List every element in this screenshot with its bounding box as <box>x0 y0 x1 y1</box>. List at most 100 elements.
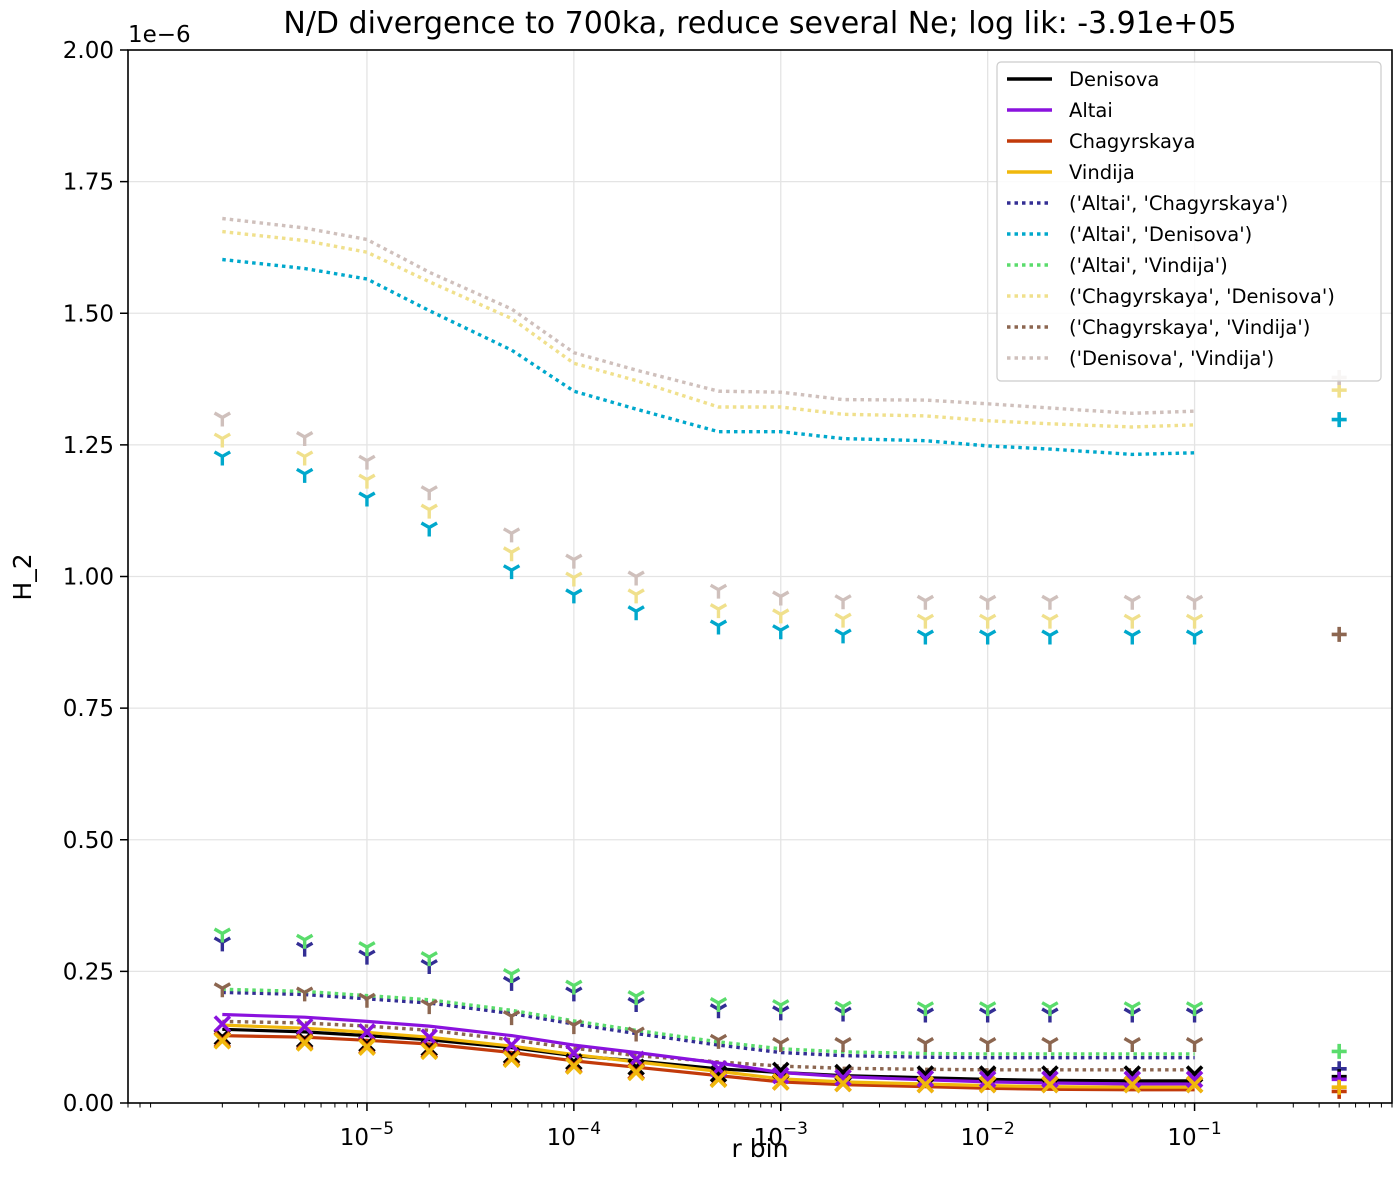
series-data-marker <box>916 629 935 645</box>
series-data-marker <box>420 521 438 537</box>
series-data-marker <box>420 485 438 501</box>
series-data-marker <box>1041 1037 1059 1052</box>
series-data-marker <box>358 454 376 470</box>
series-unlinked-marker <box>1331 1043 1347 1059</box>
series-data-marker <box>502 1050 521 1069</box>
y-tick-label: 0.25 <box>63 959 114 985</box>
legend-label: Altai <box>1069 99 1113 122</box>
x-tick-base: 10 <box>547 1125 576 1151</box>
series-unlinked-marker <box>1331 412 1347 428</box>
series-data-marker <box>771 1066 790 1085</box>
series-data-marker <box>834 628 852 644</box>
series-data-marker <box>502 1036 521 1054</box>
series-data-marker <box>627 990 645 1006</box>
series-data-marker <box>213 1015 232 1033</box>
series-data-marker <box>627 588 645 604</box>
x-tick-label: 10−1 <box>1167 1119 1221 1151</box>
x-tick-label: 10−3 <box>754 1119 808 1151</box>
series-model-line <box>222 257 1195 457</box>
series-data-marker <box>1185 1001 1204 1017</box>
y-axis-title: H_2 <box>8 553 37 600</box>
series-data-marker <box>420 999 438 1015</box>
series-data-marker <box>502 1010 521 1026</box>
series-data-marker <box>213 1032 232 1050</box>
series-model-line <box>222 1012 1195 1086</box>
series-data-marker <box>1185 1075 1204 1094</box>
series-data-marker <box>213 432 232 448</box>
series-data-marker <box>1041 629 1059 645</box>
y-tick-label: 0.75 <box>63 696 114 722</box>
series-data-marker <box>627 1063 645 1082</box>
series-data-marker <box>1185 629 1204 645</box>
series-data-marker <box>565 1057 583 1075</box>
series-model-line <box>222 216 1195 416</box>
series-model-line <box>222 1023 1195 1089</box>
series-data-marker <box>565 979 583 995</box>
series-data-marker <box>772 999 790 1015</box>
series-data-marker <box>420 1042 439 1061</box>
series-data-marker <box>420 503 438 519</box>
series-data-marker <box>627 1026 645 1042</box>
series-model-line <box>222 987 1195 1056</box>
series-data-marker <box>772 1037 790 1052</box>
x-tick-base: 10 <box>960 1125 989 1151</box>
series-data-marker <box>1123 629 1141 645</box>
series-data-marker <box>295 933 314 949</box>
series-unlinked-marker <box>1331 1079 1347 1095</box>
x-tick-label: 10−5 <box>340 1119 394 1151</box>
x-tick-exponent: −4 <box>576 1119 601 1139</box>
y-tick-label: 1.75 <box>63 170 114 196</box>
series-data-marker <box>978 1001 997 1017</box>
series-data-marker <box>1185 1070 1204 1089</box>
x-tick-exponent: −2 <box>990 1119 1015 1139</box>
series-data-marker <box>1123 613 1141 629</box>
series-data-marker <box>834 1068 852 1087</box>
series-data-marker <box>502 968 521 984</box>
series-data-marker <box>295 431 314 446</box>
series-data-marker <box>420 1028 439 1046</box>
series-data-marker <box>295 1034 314 1052</box>
series-data-marker <box>1123 1037 1141 1052</box>
series-data-marker <box>916 1075 935 1094</box>
series-data-marker <box>1041 613 1059 629</box>
series-data-marker <box>295 450 314 466</box>
x-tick-label: 10−2 <box>960 1119 1014 1151</box>
series-data-marker <box>358 1023 376 1041</box>
legend-label: Denisova <box>1069 68 1159 91</box>
legend-label: Vindija <box>1069 161 1135 184</box>
series-model-line <box>222 990 1195 1060</box>
series-data-marker <box>834 1037 852 1052</box>
y-tick-label: 1.00 <box>63 565 114 591</box>
series-data-marker <box>1185 594 1204 610</box>
y-tick-label: 2.00 <box>63 38 114 64</box>
legend-label: Chagyrskaya <box>1069 130 1195 153</box>
series-data-marker <box>213 450 232 466</box>
series-data-marker <box>565 553 583 569</box>
series-data-marker <box>565 571 583 587</box>
series-data-marker <box>565 588 583 604</box>
series-data-marker <box>295 467 314 483</box>
series-data-marker <box>1185 613 1204 629</box>
legend-label: ('Altai', 'Chagyrskaya') <box>1069 192 1288 215</box>
series-data-marker <box>358 992 376 1008</box>
chart-title: N/D divergence to 700ka, reduce several … <box>283 6 1236 41</box>
series-data-marker <box>772 608 790 624</box>
series-data-marker <box>1041 1070 1059 1089</box>
series-data-marker <box>834 594 852 610</box>
series-data-marker <box>916 1070 935 1088</box>
series-data-marker <box>709 996 728 1012</box>
series-data-marker <box>772 590 790 606</box>
x-tick-base: 10 <box>340 1125 369 1151</box>
x-tick-exponent: −3 <box>783 1119 808 1139</box>
series-data-marker <box>502 527 521 543</box>
series-data-marker <box>627 570 645 586</box>
series-data-marker <box>834 1000 852 1016</box>
series-data-marker <box>502 564 521 580</box>
series-data-marker <box>916 594 935 610</box>
axes: 0.000.250.500.751.001.251.501.752.0010−5… <box>63 38 1393 1151</box>
series-data-marker <box>1123 1001 1141 1017</box>
series-data-marker <box>916 1037 935 1052</box>
series-data-marker <box>565 1019 583 1035</box>
